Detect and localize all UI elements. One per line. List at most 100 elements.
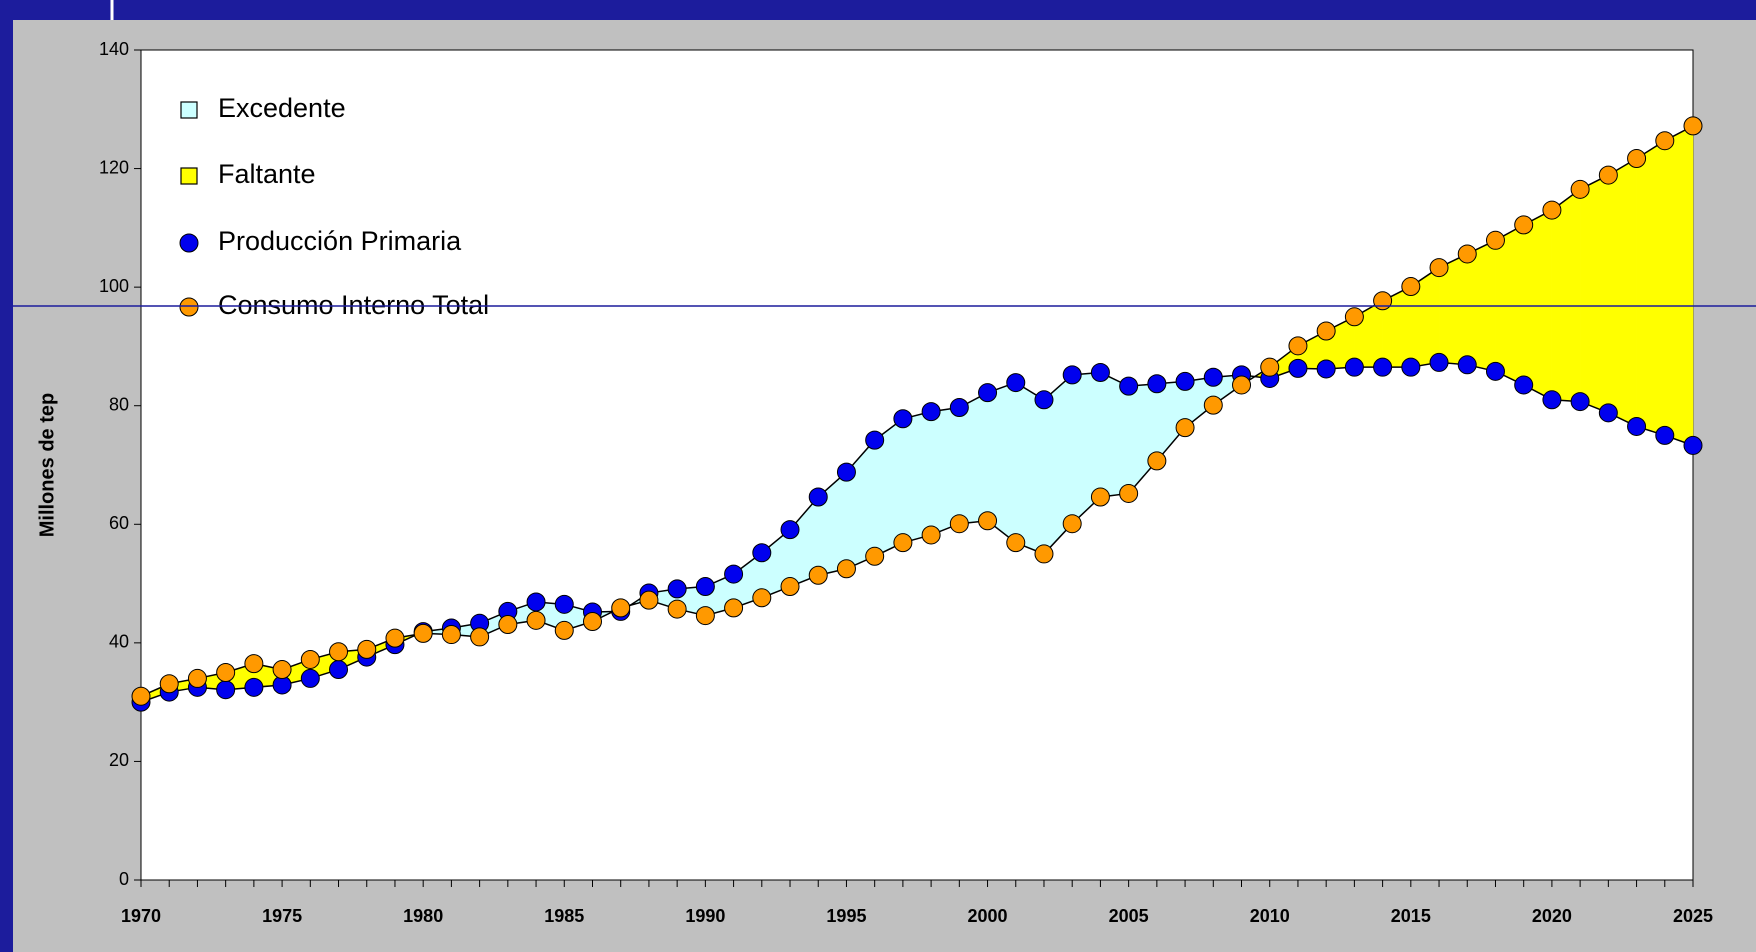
data-point — [1627, 416, 1647, 436]
data-point — [1570, 179, 1590, 199]
data-point — [1062, 514, 1082, 534]
y-tick-label: 40 — [109, 632, 129, 652]
legend-label: Producción Primaria — [218, 226, 462, 256]
data-point — [413, 623, 433, 643]
data-point — [1514, 215, 1534, 235]
data-point — [695, 606, 715, 626]
data-point — [724, 598, 744, 618]
data-point — [244, 677, 264, 697]
x-tick-label: 2010 — [1250, 906, 1290, 926]
data-point — [554, 594, 574, 614]
deficit-area — [1664, 125, 1694, 446]
y-tick-label: 140 — [99, 39, 129, 59]
data-point — [1570, 392, 1590, 412]
x-tick-label: 1975 — [262, 906, 302, 926]
data-point — [949, 397, 969, 417]
deficit-area — [1608, 158, 1637, 427]
data-point — [1344, 357, 1364, 377]
legend-marker — [179, 297, 199, 317]
data-point — [752, 543, 772, 563]
y-axis-label: Millones de tep — [36, 393, 58, 537]
legend-label: Consumo Interno Total — [218, 290, 489, 320]
data-point — [667, 599, 687, 619]
data-point — [1683, 435, 1703, 455]
data-point — [893, 533, 913, 553]
data-point — [611, 598, 631, 618]
data-point — [1175, 418, 1195, 438]
data-point — [554, 620, 574, 640]
data-point — [1514, 375, 1534, 395]
data-point — [978, 383, 998, 403]
data-point — [1655, 425, 1675, 445]
y-tick-label: 20 — [109, 750, 129, 770]
data-point — [808, 565, 828, 585]
deficit-area — [1495, 224, 1524, 386]
data-point — [1147, 451, 1167, 471]
legend-swatch — [180, 101, 198, 119]
data-point — [1203, 367, 1223, 387]
data-point — [1542, 200, 1562, 220]
data-point — [1034, 390, 1054, 410]
legend-marker — [179, 233, 199, 253]
data-point — [1175, 371, 1195, 391]
data-point — [1316, 321, 1336, 341]
data-point — [1485, 361, 1505, 381]
data-point — [1119, 483, 1139, 503]
x-tick-label: 2020 — [1532, 906, 1572, 926]
data-point — [1598, 403, 1618, 423]
y-tick-label: 120 — [99, 157, 129, 177]
deficit-area — [1579, 174, 1609, 414]
data-point — [1542, 390, 1562, 410]
data-point — [1429, 352, 1449, 372]
x-tick-label: 1985 — [544, 906, 584, 926]
surplus-area — [1015, 382, 1045, 555]
data-point — [667, 579, 687, 599]
data-point — [752, 588, 772, 608]
data-point — [865, 430, 885, 450]
deficit-area — [1636, 140, 1666, 436]
x-tick-label: 1995 — [826, 906, 866, 926]
data-point — [1119, 376, 1139, 396]
data-point — [582, 612, 602, 632]
data-point — [187, 668, 207, 688]
deficit-area — [1523, 209, 1553, 401]
x-tick-label: 2000 — [968, 906, 1008, 926]
data-point — [949, 514, 969, 534]
data-point — [1457, 355, 1477, 375]
data-point — [1401, 357, 1421, 377]
x-tick-label: 1990 — [685, 906, 725, 926]
data-point — [272, 660, 292, 680]
data-point — [1147, 374, 1167, 394]
legend-label: Faltante — [218, 159, 316, 189]
x-tick-label: 2015 — [1391, 906, 1431, 926]
y-tick-label: 60 — [109, 513, 129, 533]
data-point — [216, 680, 236, 700]
legend-swatch — [180, 167, 198, 185]
deficit-area — [1551, 188, 1581, 402]
data-point — [1062, 365, 1082, 385]
data-point — [1006, 533, 1026, 553]
y-tick-label: 100 — [99, 276, 129, 296]
data-point — [978, 511, 998, 531]
x-tick-label: 2005 — [1109, 906, 1149, 926]
data-point — [159, 674, 179, 694]
data-point — [1627, 148, 1647, 168]
data-point — [695, 577, 715, 597]
data-point — [357, 639, 377, 659]
data-point — [498, 614, 518, 634]
data-point — [780, 520, 800, 540]
data-point — [1429, 258, 1449, 278]
data-point — [300, 668, 320, 688]
data-point — [1006, 373, 1026, 393]
data-point — [724, 564, 744, 584]
data-point — [1034, 544, 1054, 564]
data-point — [329, 660, 349, 680]
data-point — [836, 559, 856, 579]
x-tick-label: 2025 — [1673, 906, 1713, 926]
data-point — [1316, 359, 1336, 379]
data-point — [1373, 357, 1393, 377]
data-point — [1683, 116, 1703, 136]
data-point — [1485, 230, 1505, 250]
data-point — [1457, 244, 1477, 264]
